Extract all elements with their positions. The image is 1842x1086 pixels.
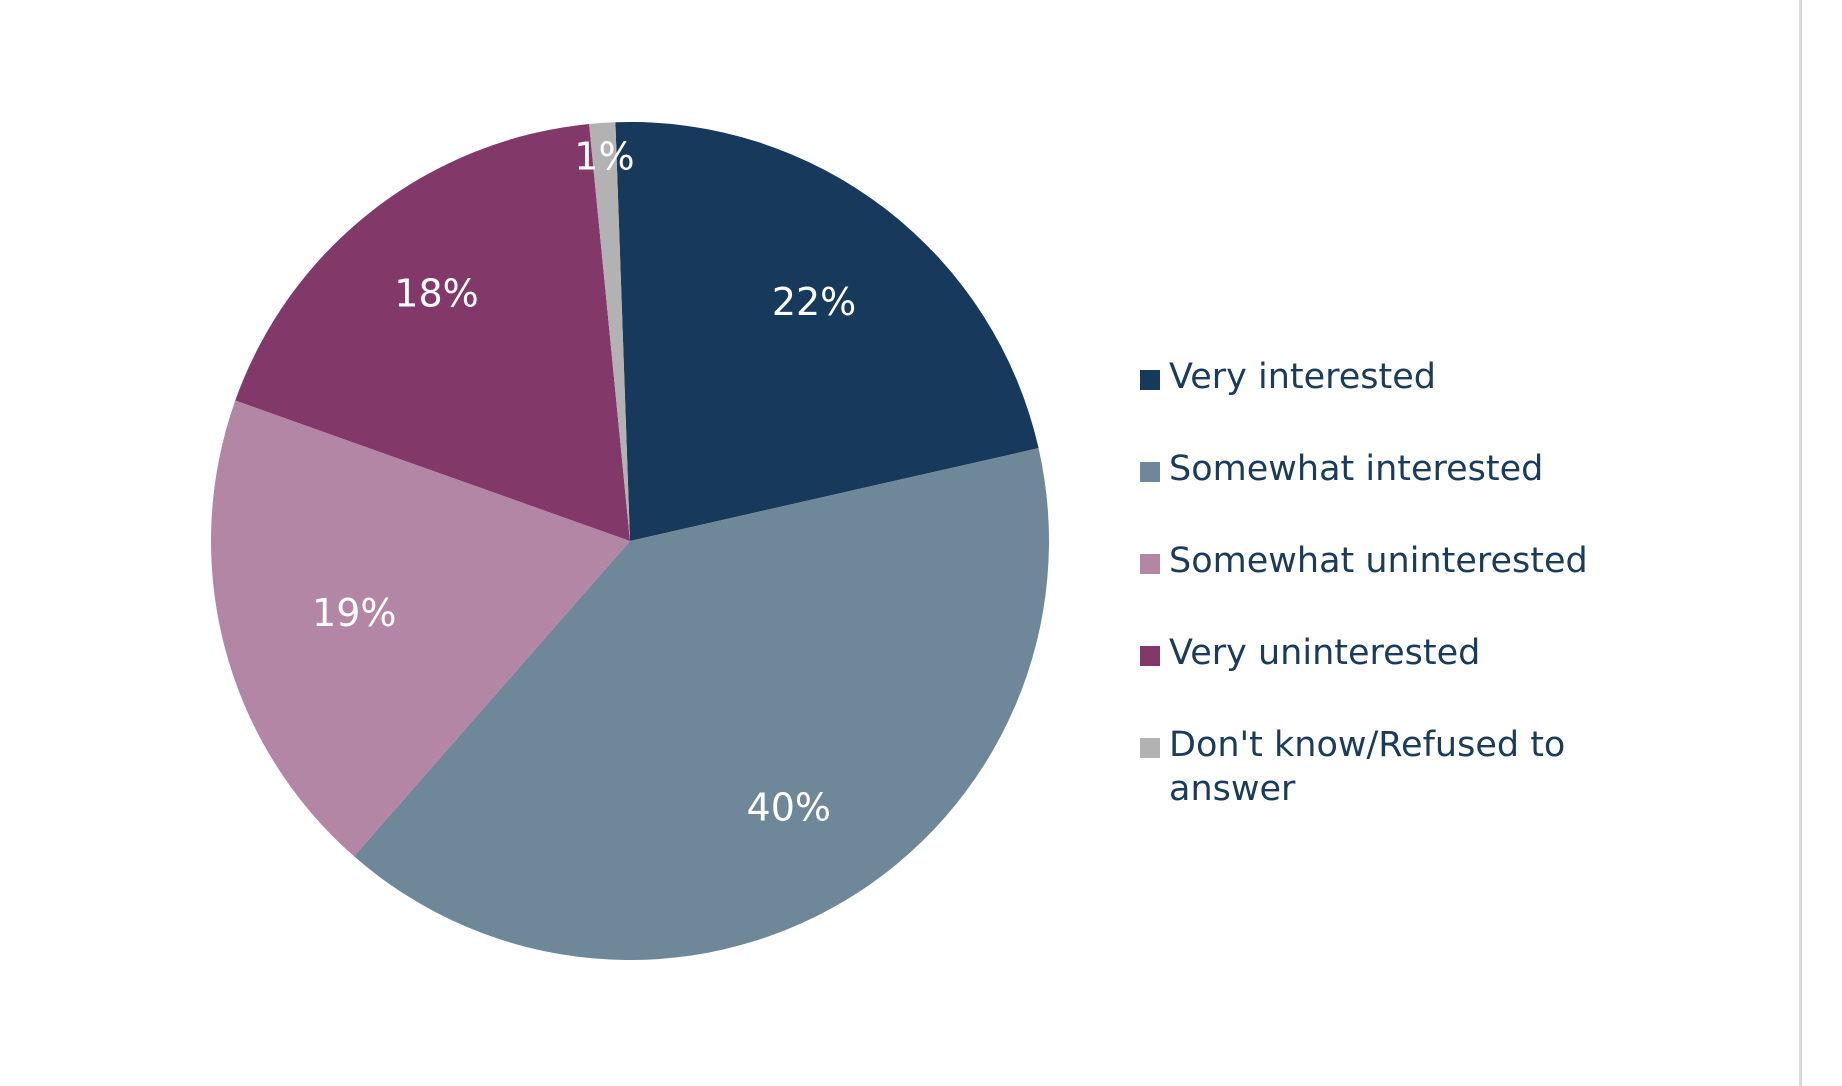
- divider-line: [1799, 0, 1802, 1086]
- legend: Very interested Somewhat interested Some…: [1140, 355, 1660, 811]
- legend-label-dont-know: Don't know/Refused to answer: [1169, 725, 1566, 809]
- legend-swatch-very-interested: [1140, 370, 1160, 390]
- legend-label-somewhat-uninterested: Somewhat uninterested: [1169, 541, 1588, 581]
- pie-slice-somewhat-interested: [354, 448, 1049, 961]
- data-label-don-t-know-refused-to-answer: 1%: [574, 134, 634, 178]
- legend-swatch-somewhat-uninterested: [1140, 554, 1160, 574]
- pie-slice-very-interested: [615, 122, 1039, 542]
- legend-item-somewhat-uninterested: Somewhat uninterested: [1140, 539, 1660, 583]
- legend-item-dont-know: Don't know/Refused to answer: [1140, 723, 1660, 811]
- pie-slice-somewhat-uninterested: [211, 400, 630, 857]
- legend-label-very-uninterested: Very uninterested: [1169, 633, 1481, 673]
- data-label-somewhat-interested: 40%: [747, 785, 831, 829]
- pie-slice-don-t-know-refused-to-answer: [589, 122, 630, 541]
- legend-item-very-interested: Very interested: [1140, 355, 1660, 399]
- data-label-very-interested: 22%: [772, 280, 856, 324]
- legend-swatch-dont-know: [1140, 738, 1160, 758]
- legend-swatch-somewhat-interested: [1140, 462, 1160, 482]
- legend-label-very-interested: Very interested: [1169, 357, 1437, 397]
- legend-item-very-uninterested: Very uninterested: [1140, 631, 1660, 675]
- pie-slice-very-uninterested: [235, 123, 630, 541]
- data-label-very-uninterested: 18%: [394, 271, 478, 315]
- legend-item-somewhat-interested: Somewhat interested: [1140, 447, 1660, 491]
- legend-label-somewhat-interested: Somewhat interested: [1169, 449, 1544, 489]
- legend-swatch-very-uninterested: [1140, 646, 1160, 666]
- data-label-somewhat-uninterested: 19%: [312, 591, 396, 635]
